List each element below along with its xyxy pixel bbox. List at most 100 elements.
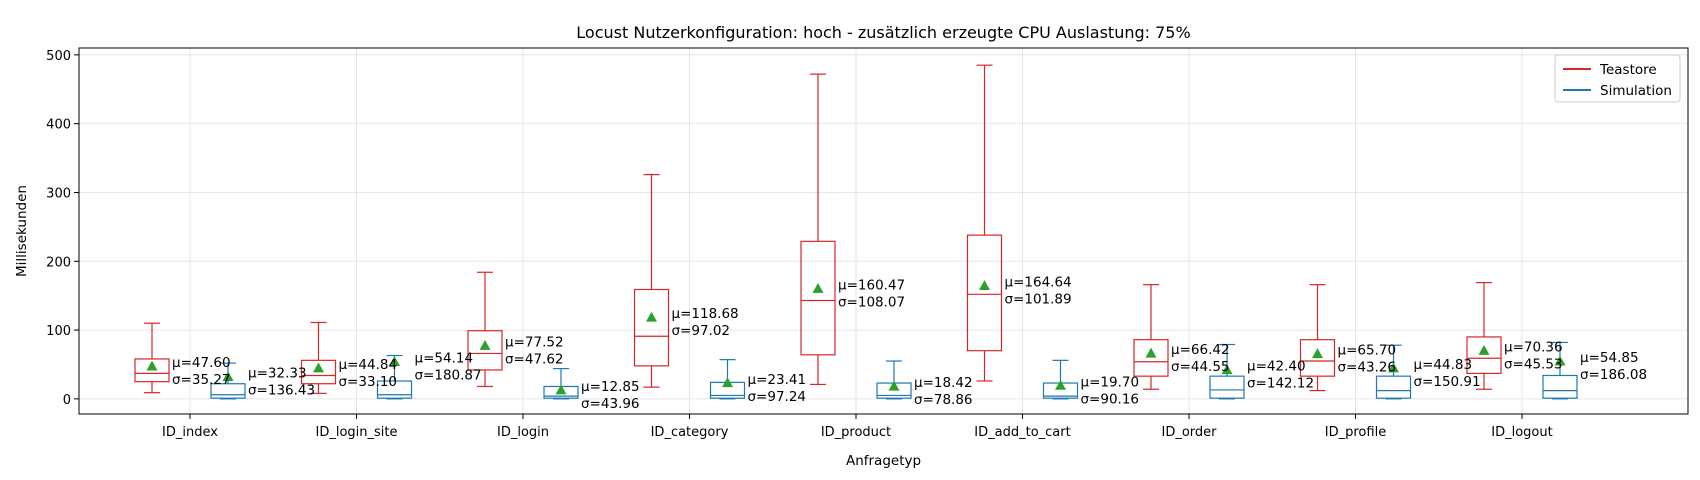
std-annotation: σ=97.02: [672, 323, 731, 339]
mean-marker: [313, 362, 324, 373]
box-iqr: [134, 358, 170, 383]
x-axis-label: Anfragetyp: [846, 453, 921, 469]
std-annotation: σ=43.96: [581, 396, 640, 412]
x-tick-label: ID_login_site: [316, 425, 398, 440]
std-annotation: σ=142.12: [1247, 376, 1314, 392]
box-iqr: [1542, 374, 1578, 399]
mean-annotation: μ=18.42: [914, 375, 973, 391]
box-iqr: [467, 330, 503, 371]
box-iqr: [300, 359, 337, 385]
y-tick-label: 200: [46, 255, 71, 270]
box-iqr: [1375, 375, 1412, 399]
box-simulation-ID_order: [1209, 343, 1245, 400]
chart-title: Locust Nutzerkonfiguration: hoch - zusät…: [576, 23, 1190, 42]
box-simulation-ID_profile: [1375, 344, 1412, 400]
std-annotation: σ=43.26: [1338, 360, 1397, 376]
mean-annotation: μ=118.68: [672, 306, 739, 322]
mean-annotation: μ=32.33: [248, 366, 307, 382]
mean-marker: [979, 280, 990, 290]
box-teastore-ID_category: [633, 173, 670, 388]
std-annotation: σ=180.87: [415, 368, 482, 384]
box-teastore-ID_login: [467, 271, 503, 388]
y-tick-label: 400: [46, 118, 71, 133]
y-tick-label: 100: [46, 324, 71, 339]
mean-annotation: μ=77.52: [505, 335, 564, 351]
box-iqr: [633, 288, 670, 367]
std-annotation: σ=47.62: [505, 352, 564, 368]
box-iqr: [210, 383, 246, 399]
x-tick-label: ID_order: [1161, 425, 1217, 440]
box-teastore-ID_index: [134, 322, 170, 394]
box-iqr: [1209, 375, 1245, 399]
std-annotation: σ=150.91: [1414, 374, 1481, 390]
annotations: μ=47.60σ=35.27 μ=44.84σ=33.10 μ=77.52σ=47.…: [172, 275, 1647, 412]
y-tick-label: 0: [63, 393, 71, 408]
mean-marker: [1312, 348, 1323, 359]
x-tick-label: ID_product: [821, 425, 891, 440]
mean-marker: [555, 384, 567, 395]
mean-marker: [222, 371, 234, 382]
mean-marker: [1221, 364, 1233, 375]
box-simulation-ID_login_site: [376, 354, 413, 400]
std-annotation: σ=101.89: [1005, 292, 1072, 308]
mean-marker: [812, 282, 824, 293]
plot-frame: [78, 47, 1689, 415]
std-annotation: σ=90.16: [1081, 391, 1140, 407]
mean-annotation: μ=70.36: [1504, 339, 1563, 355]
mean-marker: [1478, 344, 1490, 355]
mean-annotation: μ=54.85: [1580, 350, 1639, 366]
box-teastore-ID_logout: [1466, 281, 1502, 390]
box-teastore-ID_order: [1133, 284, 1169, 390]
mean-annotation: μ=47.60: [172, 355, 231, 371]
std-annotation: σ=45.53: [1504, 356, 1563, 372]
mean-marker: [1145, 347, 1157, 358]
mean-annotation: μ=12.85: [581, 379, 640, 395]
mean-annotation: μ=42.40: [1247, 359, 1306, 375]
y-tick-label: 300: [46, 186, 71, 201]
std-annotation: σ=78.86: [914, 392, 973, 408]
mean-annotation: μ=19.70: [1081, 374, 1140, 390]
std-annotation: σ=186.08: [1580, 367, 1647, 383]
box-teastore-ID_login_site: [300, 321, 337, 394]
std-annotation: σ=35.27: [172, 372, 231, 388]
std-annotation: σ=44.55: [1171, 359, 1230, 375]
mean-annotation: μ=44.83: [1414, 357, 1473, 373]
mean-annotation: μ=66.42: [1171, 342, 1230, 358]
std-annotation: σ=33.10: [339, 374, 398, 390]
x-tick-label: ID_logout: [1491, 425, 1552, 440]
mean-marker: [1554, 355, 1566, 366]
mean-annotation: μ=164.64: [1005, 275, 1072, 291]
y-tick-label: 500: [46, 49, 71, 64]
std-annotation: σ=136.43: [248, 383, 315, 399]
mean-annotation: μ=160.47: [838, 277, 905, 293]
box-iqr: [1299, 339, 1336, 377]
box-simulation-ID_add_to_cart: [1042, 359, 1079, 400]
box-teastore-ID_profile: [1299, 284, 1336, 392]
mean-marker: [646, 311, 657, 322]
box-simulation-ID_login: [543, 367, 579, 400]
box-iqr: [1466, 336, 1502, 375]
legend-label-teastore: Teastore: [1599, 62, 1657, 78]
mean-annotation: μ=44.84: [339, 357, 398, 373]
mean-marker: [1055, 379, 1066, 390]
mean-marker: [722, 377, 733, 388]
mean-marker: [389, 356, 400, 367]
mean-marker: [888, 380, 900, 391]
box-teastore-ID_add_to_cart: [966, 64, 1003, 382]
std-annotation: σ=97.24: [748, 389, 807, 405]
box-iqr: [800, 240, 836, 356]
box-iqr: [376, 380, 413, 399]
mean-annotation: μ=54.14: [415, 351, 474, 367]
box-iqr: [966, 234, 1003, 352]
x-tick-label: ID_add_to_cart: [974, 425, 1070, 440]
box-simulation-ID_logout: [1542, 341, 1578, 400]
y-axis-label: Millisekunden: [14, 185, 30, 277]
box-series: [134, 64, 1578, 400]
box-iqr: [1133, 339, 1169, 377]
x-tick-label: ID_index: [162, 425, 218, 440]
axes: 0 100 200 300 400 500 ID_index ID_login_site ID_…: [46, 49, 1553, 440]
box-simulation-ID_product: [876, 360, 912, 400]
legend: Teastore Simulation: [1554, 54, 1681, 103]
mean-marker: [479, 340, 491, 350]
